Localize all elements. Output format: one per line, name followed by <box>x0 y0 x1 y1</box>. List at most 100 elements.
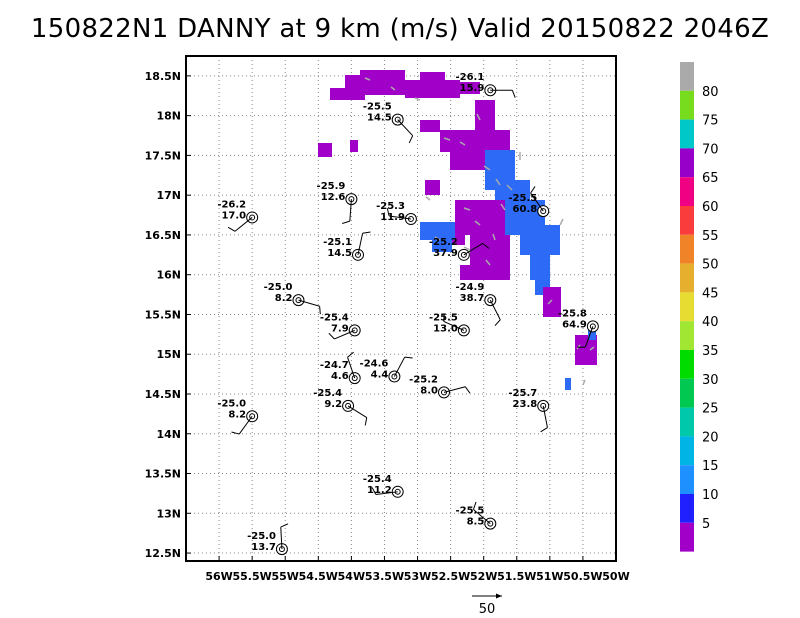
station-speed: 8.2 <box>228 409 246 420</box>
station: -25.411.2 <box>363 474 403 498</box>
wind-barb-flag <box>495 320 500 326</box>
colorbar-swatch <box>680 292 694 321</box>
station-speed: 17.0 <box>221 210 246 221</box>
station-speed: 8.0 <box>420 385 438 396</box>
station-speed: 8.2 <box>275 293 293 304</box>
x-tick-label: 54.5W <box>299 570 338 583</box>
wind-barb-flag <box>405 357 413 358</box>
x-tick-label: 53W <box>404 570 431 583</box>
station-speed: 12.6 <box>321 192 346 203</box>
speed-cell <box>350 140 358 152</box>
speed-cell <box>330 88 365 100</box>
station-temp: -25.9 <box>317 181 346 192</box>
speed-cell <box>360 70 405 78</box>
station: -24.938.7 <box>455 282 500 326</box>
wind-barb-flag <box>342 221 350 223</box>
colorbar-label: 30 <box>702 373 719 388</box>
wind-arrow <box>415 98 420 100</box>
speed-cell <box>530 250 550 280</box>
station-speed: 4.4 <box>371 369 389 380</box>
station-speed: 37.9 <box>433 248 458 259</box>
station: -25.47.9 <box>320 312 360 339</box>
station-temp: -25.4 <box>313 388 342 399</box>
speed-cell <box>420 72 445 80</box>
station-temp: -25.0 <box>217 398 246 409</box>
colorbar-label: 80 <box>702 85 719 100</box>
speed-cell <box>460 265 505 280</box>
station: -25.08.2 <box>217 398 257 434</box>
y-tick-label: 14.5N <box>145 388 181 401</box>
station-temp: -25.5 <box>508 193 537 204</box>
colorbar-label: 10 <box>702 488 719 503</box>
y-tick-label: 13.5N <box>145 468 181 481</box>
speed-cell <box>565 378 571 390</box>
colorbar-swatch <box>680 235 694 264</box>
speed-cell <box>450 150 485 170</box>
colorbar-swatch <box>680 494 694 523</box>
wind-arrow <box>560 219 563 225</box>
station: -24.64.4 <box>360 357 413 382</box>
colorbar-label: 60 <box>702 200 719 215</box>
station-temp: -25.0 <box>247 531 276 542</box>
colorbar-swatch <box>680 62 694 91</box>
station-speed: 8.5 <box>467 517 485 528</box>
station: -24.74.6 <box>320 352 360 383</box>
wind-barb-flag <box>541 428 548 432</box>
station-speed: 14.5 <box>327 248 352 259</box>
colorbar-label: 20 <box>702 430 719 445</box>
colorbar-swatch <box>680 350 694 379</box>
station: -25.114.5 <box>323 232 370 260</box>
station-marker <box>353 249 364 260</box>
station-temp: -25.1 <box>323 237 352 248</box>
colorbar-swatch <box>680 120 694 149</box>
x-tick-label: 54W <box>338 570 365 583</box>
station-temp: -24.7 <box>320 360 349 371</box>
colorbar-label: 25 <box>702 402 719 417</box>
wind-barb-flag <box>348 352 354 357</box>
colorbar-swatch <box>680 523 694 552</box>
y-axis-ticks: 12.5N13N13.5N14N14.5N15N15.5N16N16.5N17N… <box>145 70 191 560</box>
colorbar-label: 35 <box>702 344 719 359</box>
y-tick-label: 16N <box>156 269 181 282</box>
wind-barb-flag <box>512 90 515 97</box>
colorbar: 5 10 15 20 25 30 35 40 45 50 55 60 65 70 75 80 <box>680 62 719 552</box>
y-tick-label: 17.5N <box>145 149 181 162</box>
station-speed: 7.9 <box>331 323 349 334</box>
station-temp: -25.2 <box>429 237 458 248</box>
wind-barb <box>398 120 413 136</box>
y-tick-label: 13N <box>156 507 181 520</box>
reference-vector: 50 <box>472 594 502 618</box>
colorbar-label: 55 <box>702 229 719 244</box>
colorbar-swatch <box>680 177 694 206</box>
station-speed: 13.0 <box>433 323 458 334</box>
station-speed: 23.8 <box>513 399 538 410</box>
y-tick-label: 15.5N <box>145 308 181 321</box>
colorbar-label: 75 <box>702 114 719 129</box>
colorbar-swatch <box>680 206 694 235</box>
station-marker <box>458 249 469 260</box>
y-tick-label: 15N <box>156 348 181 361</box>
y-tick-label: 18N <box>156 110 181 123</box>
station-temp: -26.2 <box>217 199 246 210</box>
station-temp: -25.4 <box>320 312 349 323</box>
colorbar-swatch <box>680 148 694 177</box>
x-tick-label: 50.5W <box>563 570 602 583</box>
station: -25.58.5 <box>455 502 495 529</box>
wind-barb-flag <box>281 524 288 527</box>
x-tick-label: 56W <box>205 570 232 583</box>
colorbar-swatch <box>680 264 694 293</box>
colorbar-swatch <box>680 436 694 465</box>
x-tick-label: 50W <box>602 570 629 583</box>
station-speed: 9.2 <box>324 399 342 410</box>
station: -25.723.8 <box>508 388 548 432</box>
station-speed: 38.7 <box>460 293 485 304</box>
station-temp: -25.8 <box>558 308 587 319</box>
stations: -26.115.9-25.514.5-25.912.6-26.217.0-25.… <box>217 72 598 554</box>
station: -25.514.5 <box>363 102 413 143</box>
station: -25.513.0 <box>429 312 469 336</box>
speed-cell <box>405 80 460 98</box>
station-temp: -24.9 <box>455 282 484 293</box>
x-tick-label: 51W <box>536 570 563 583</box>
wind-barb-flag <box>365 418 366 426</box>
